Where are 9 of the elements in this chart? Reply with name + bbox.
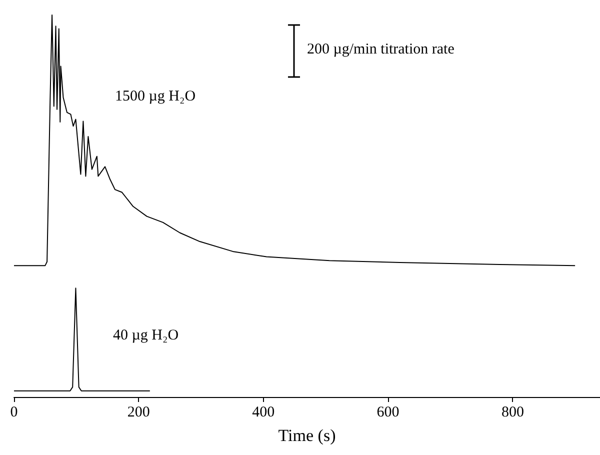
x-tick-label: 800 — [501, 404, 524, 420]
x-tick-label: 600 — [376, 404, 400, 420]
annotation: 1500 µg H₂O — [115, 88, 196, 104]
x-tick-label: 0 — [10, 404, 18, 420]
x-axis-title: Time (s) — [278, 426, 336, 445]
x-tick-label: 200 — [127, 404, 150, 420]
annotation: 40 µg H₂O — [113, 328, 179, 344]
annotation: 200 µg/min titration rate — [307, 42, 455, 58]
x-tick-label: 400 — [252, 404, 275, 420]
